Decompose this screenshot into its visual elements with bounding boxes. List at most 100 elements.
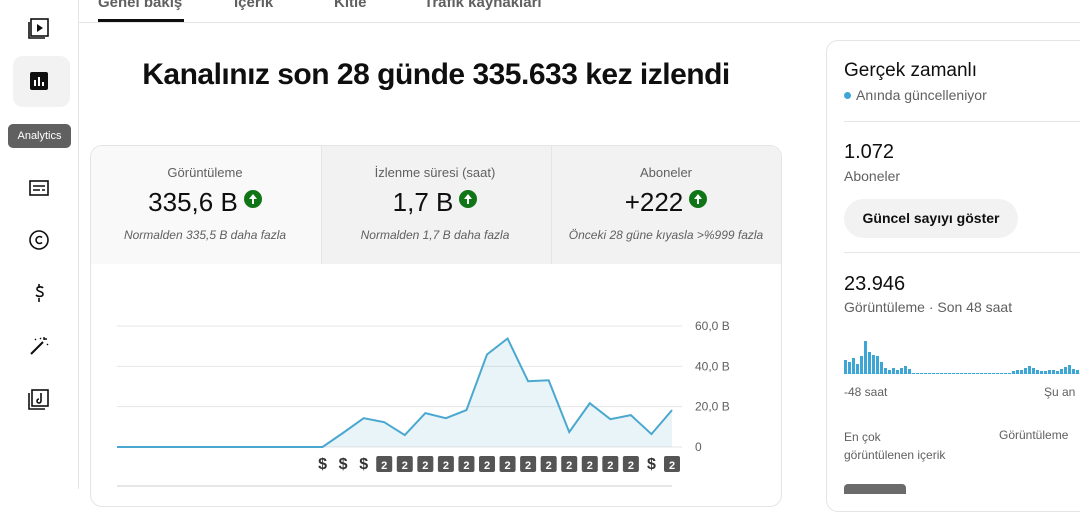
bar	[920, 373, 923, 374]
bar	[904, 366, 907, 374]
badge-bg	[520, 456, 537, 472]
badge-bg	[396, 456, 413, 472]
bar	[976, 373, 979, 374]
bar	[1052, 370, 1055, 374]
bar	[1004, 373, 1007, 374]
top-metric-label: Görüntüleme	[999, 428, 1069, 442]
badge-bg	[376, 456, 393, 472]
tab[interactable]: Kitle	[334, 0, 367, 11]
badge: $	[647, 456, 656, 473]
badge-bg	[479, 456, 495, 472]
badge-bg	[437, 456, 454, 472]
bar	[1040, 371, 1043, 374]
bar	[1036, 370, 1039, 374]
bar	[1064, 367, 1067, 374]
metric-note: Normalden 335,5 B daha fazla	[123, 228, 287, 242]
bar	[880, 362, 883, 374]
bar	[956, 373, 959, 374]
bar	[924, 373, 927, 374]
line	[117, 336, 673, 448]
tab-indicator	[98, 19, 184, 22]
tooltip: Analytics	[8, 124, 71, 148]
thumbnail[interactable]	[844, 484, 906, 494]
realtime-bars	[844, 341, 1080, 374]
sidebar-border	[78, 0, 79, 489]
badge: 2	[546, 460, 552, 472]
bar	[928, 373, 931, 374]
up-icon	[459, 190, 478, 208]
up-icon	[243, 190, 262, 208]
y-tick-label: 0	[695, 440, 702, 454]
tab[interactable]: Trafik kaynakları	[424, 0, 542, 11]
badge: 2	[607, 460, 613, 472]
tab[interactable]: İçerik	[234, 0, 274, 11]
axis-end: Şu an	[1044, 385, 1076, 399]
badge: $	[318, 456, 327, 473]
badge-bg	[417, 456, 434, 472]
metric-note: Normalden 1,7 B daha fazla	[360, 228, 510, 242]
badge: 2	[402, 460, 408, 472]
y-tick-label: 40,0 B	[695, 359, 730, 373]
metric-value-row: +222	[551, 187, 781, 218]
bar	[852, 358, 855, 374]
bar	[844, 360, 847, 374]
bar	[1016, 370, 1019, 374]
metric-label: Görüntüleme	[167, 165, 243, 180]
badge-bg	[602, 456, 619, 472]
bar	[980, 373, 983, 374]
audio-icon[interactable]	[27, 387, 51, 411]
badge: 2	[422, 460, 428, 472]
bar	[1000, 373, 1003, 374]
badge: 2	[669, 460, 675, 472]
bar	[912, 373, 915, 374]
metric-label: Aboneler	[639, 165, 693, 180]
tab-border	[79, 22, 1080, 23]
bar	[1060, 369, 1063, 374]
metric-label: İzlenme süresi (saat)	[374, 165, 496, 180]
realtime-status: Anında güncelleniyor	[856, 87, 987, 103]
subtitles-icon[interactable]	[27, 176, 51, 200]
metric-tab[interactable]	[321, 146, 552, 264]
show-count-button[interactable]: Güncel sayıyı göster	[844, 199, 1018, 238]
content-icon[interactable]	[27, 16, 51, 40]
badge-bg	[499, 456, 516, 472]
axis-start: -48 saat	[844, 385, 888, 399]
metric-value: 335,6 B	[148, 187, 238, 217]
tab[interactable]: Genel bakış	[98, 0, 183, 11]
y-tick-label: 60,0 B	[695, 319, 730, 333]
bar	[1076, 370, 1079, 374]
top-content-label: En çok görüntülenen içerik	[844, 430, 946, 462]
metric-value-row: 335,6 B	[90, 187, 320, 218]
badge: $	[339, 456, 348, 473]
earn-icon[interactable]	[27, 281, 51, 305]
metric-tab[interactable]	[551, 146, 781, 264]
bar	[848, 362, 851, 374]
badge-bg	[664, 456, 680, 472]
bar	[896, 370, 899, 374]
bar	[856, 364, 859, 374]
copyright-icon[interactable]	[27, 228, 51, 252]
badge: 2	[463, 460, 469, 472]
bar	[940, 373, 943, 374]
metric-value-row: 1,7 B	[320, 187, 550, 218]
bar	[992, 373, 995, 374]
bar	[1068, 365, 1071, 374]
analytics-icon[interactable]	[27, 69, 51, 93]
bar	[868, 352, 871, 374]
customize-icon[interactable]	[27, 334, 51, 358]
realtime-status-row: Anında güncelleniyor	[844, 87, 987, 103]
badge: 2	[484, 460, 490, 472]
badge: 2	[381, 460, 387, 472]
metric-value: 1,7 B	[392, 187, 454, 217]
up-icon	[689, 190, 708, 208]
page: Analytics Genel bakış İçerik Kitle Trafi…	[8, 0, 1080, 512]
bar	[1024, 368, 1027, 374]
subscriber-count: 1.072	[844, 141, 895, 163]
bar	[1048, 370, 1051, 374]
badge-bg	[581, 456, 598, 472]
badge-bg	[540, 456, 557, 472]
divider	[844, 252, 1080, 253]
bar	[972, 373, 975, 374]
metric-tab[interactable]	[91, 146, 321, 264]
bar	[864, 341, 867, 374]
